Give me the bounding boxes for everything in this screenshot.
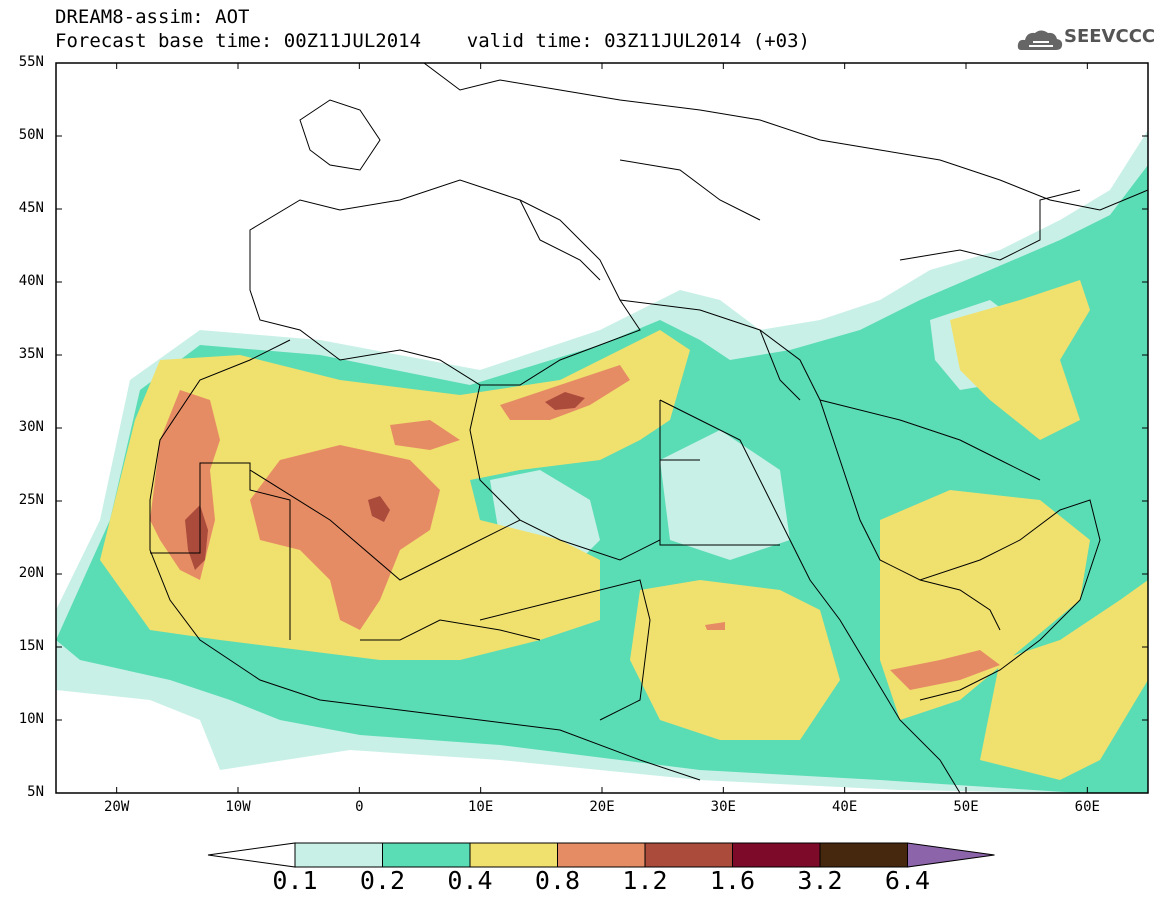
- colorbar-label: 1.6: [709, 866, 756, 895]
- colorbar-high-arrow: [907, 842, 995, 868]
- lat-label: 20N: [18, 565, 44, 581]
- lat-label: 15N: [18, 638, 44, 654]
- colorbar-low-arrow: [207, 842, 296, 868]
- colorbar-box: [382, 842, 471, 868]
- colorbar-box: [819, 842, 908, 868]
- lat-label: 25N: [18, 492, 44, 508]
- lat-label: 50N: [18, 127, 44, 143]
- lat-label: 55N: [18, 54, 44, 70]
- colorbar-label: 0.8: [534, 866, 581, 895]
- lon-label: 20E: [589, 799, 615, 815]
- cloud-icon: [1017, 30, 1063, 50]
- lat-label: 10N: [18, 711, 44, 727]
- colorbar-box: [294, 842, 383, 868]
- lat-label: 40N: [18, 273, 44, 289]
- colorbar-box: [557, 842, 646, 868]
- colorbar-label: 0.4: [447, 866, 493, 895]
- forecast-time-line: Forecast base time: 00Z11JUL2014 valid t…: [55, 30, 810, 52]
- aot-level-1.2: [185, 505, 208, 570]
- lat-label: 35N: [18, 346, 44, 362]
- colorbar-box: [469, 842, 558, 868]
- lon-label: 0: [355, 799, 364, 815]
- lat-label: 30N: [18, 419, 44, 435]
- lon-label: 20W: [104, 799, 130, 815]
- lon-label: 40E: [832, 799, 858, 815]
- logo-text: SEEVCCC: [1064, 26, 1156, 47]
- lon-label: 10W: [225, 799, 251, 815]
- colorbar-label: 0.1: [272, 866, 318, 895]
- lon-label: 10E: [468, 799, 494, 815]
- lon-label: 50E: [953, 799, 979, 815]
- lon-label: 60E: [1074, 799, 1100, 815]
- colorbar-label: 3.2: [797, 866, 843, 895]
- lon-label: 30E: [710, 799, 736, 815]
- colorbar-label: 1.2: [622, 866, 668, 895]
- colorbar-label: 0.2: [359, 866, 406, 895]
- colorbar-label: 6.4: [884, 866, 931, 895]
- colorbar-box: [732, 842, 821, 868]
- map-title: DREAM8-assim: AOT: [55, 6, 250, 28]
- colorbar-box: [644, 842, 733, 868]
- lat-label: 45N: [18, 200, 44, 216]
- lat-label: 5N: [27, 784, 44, 800]
